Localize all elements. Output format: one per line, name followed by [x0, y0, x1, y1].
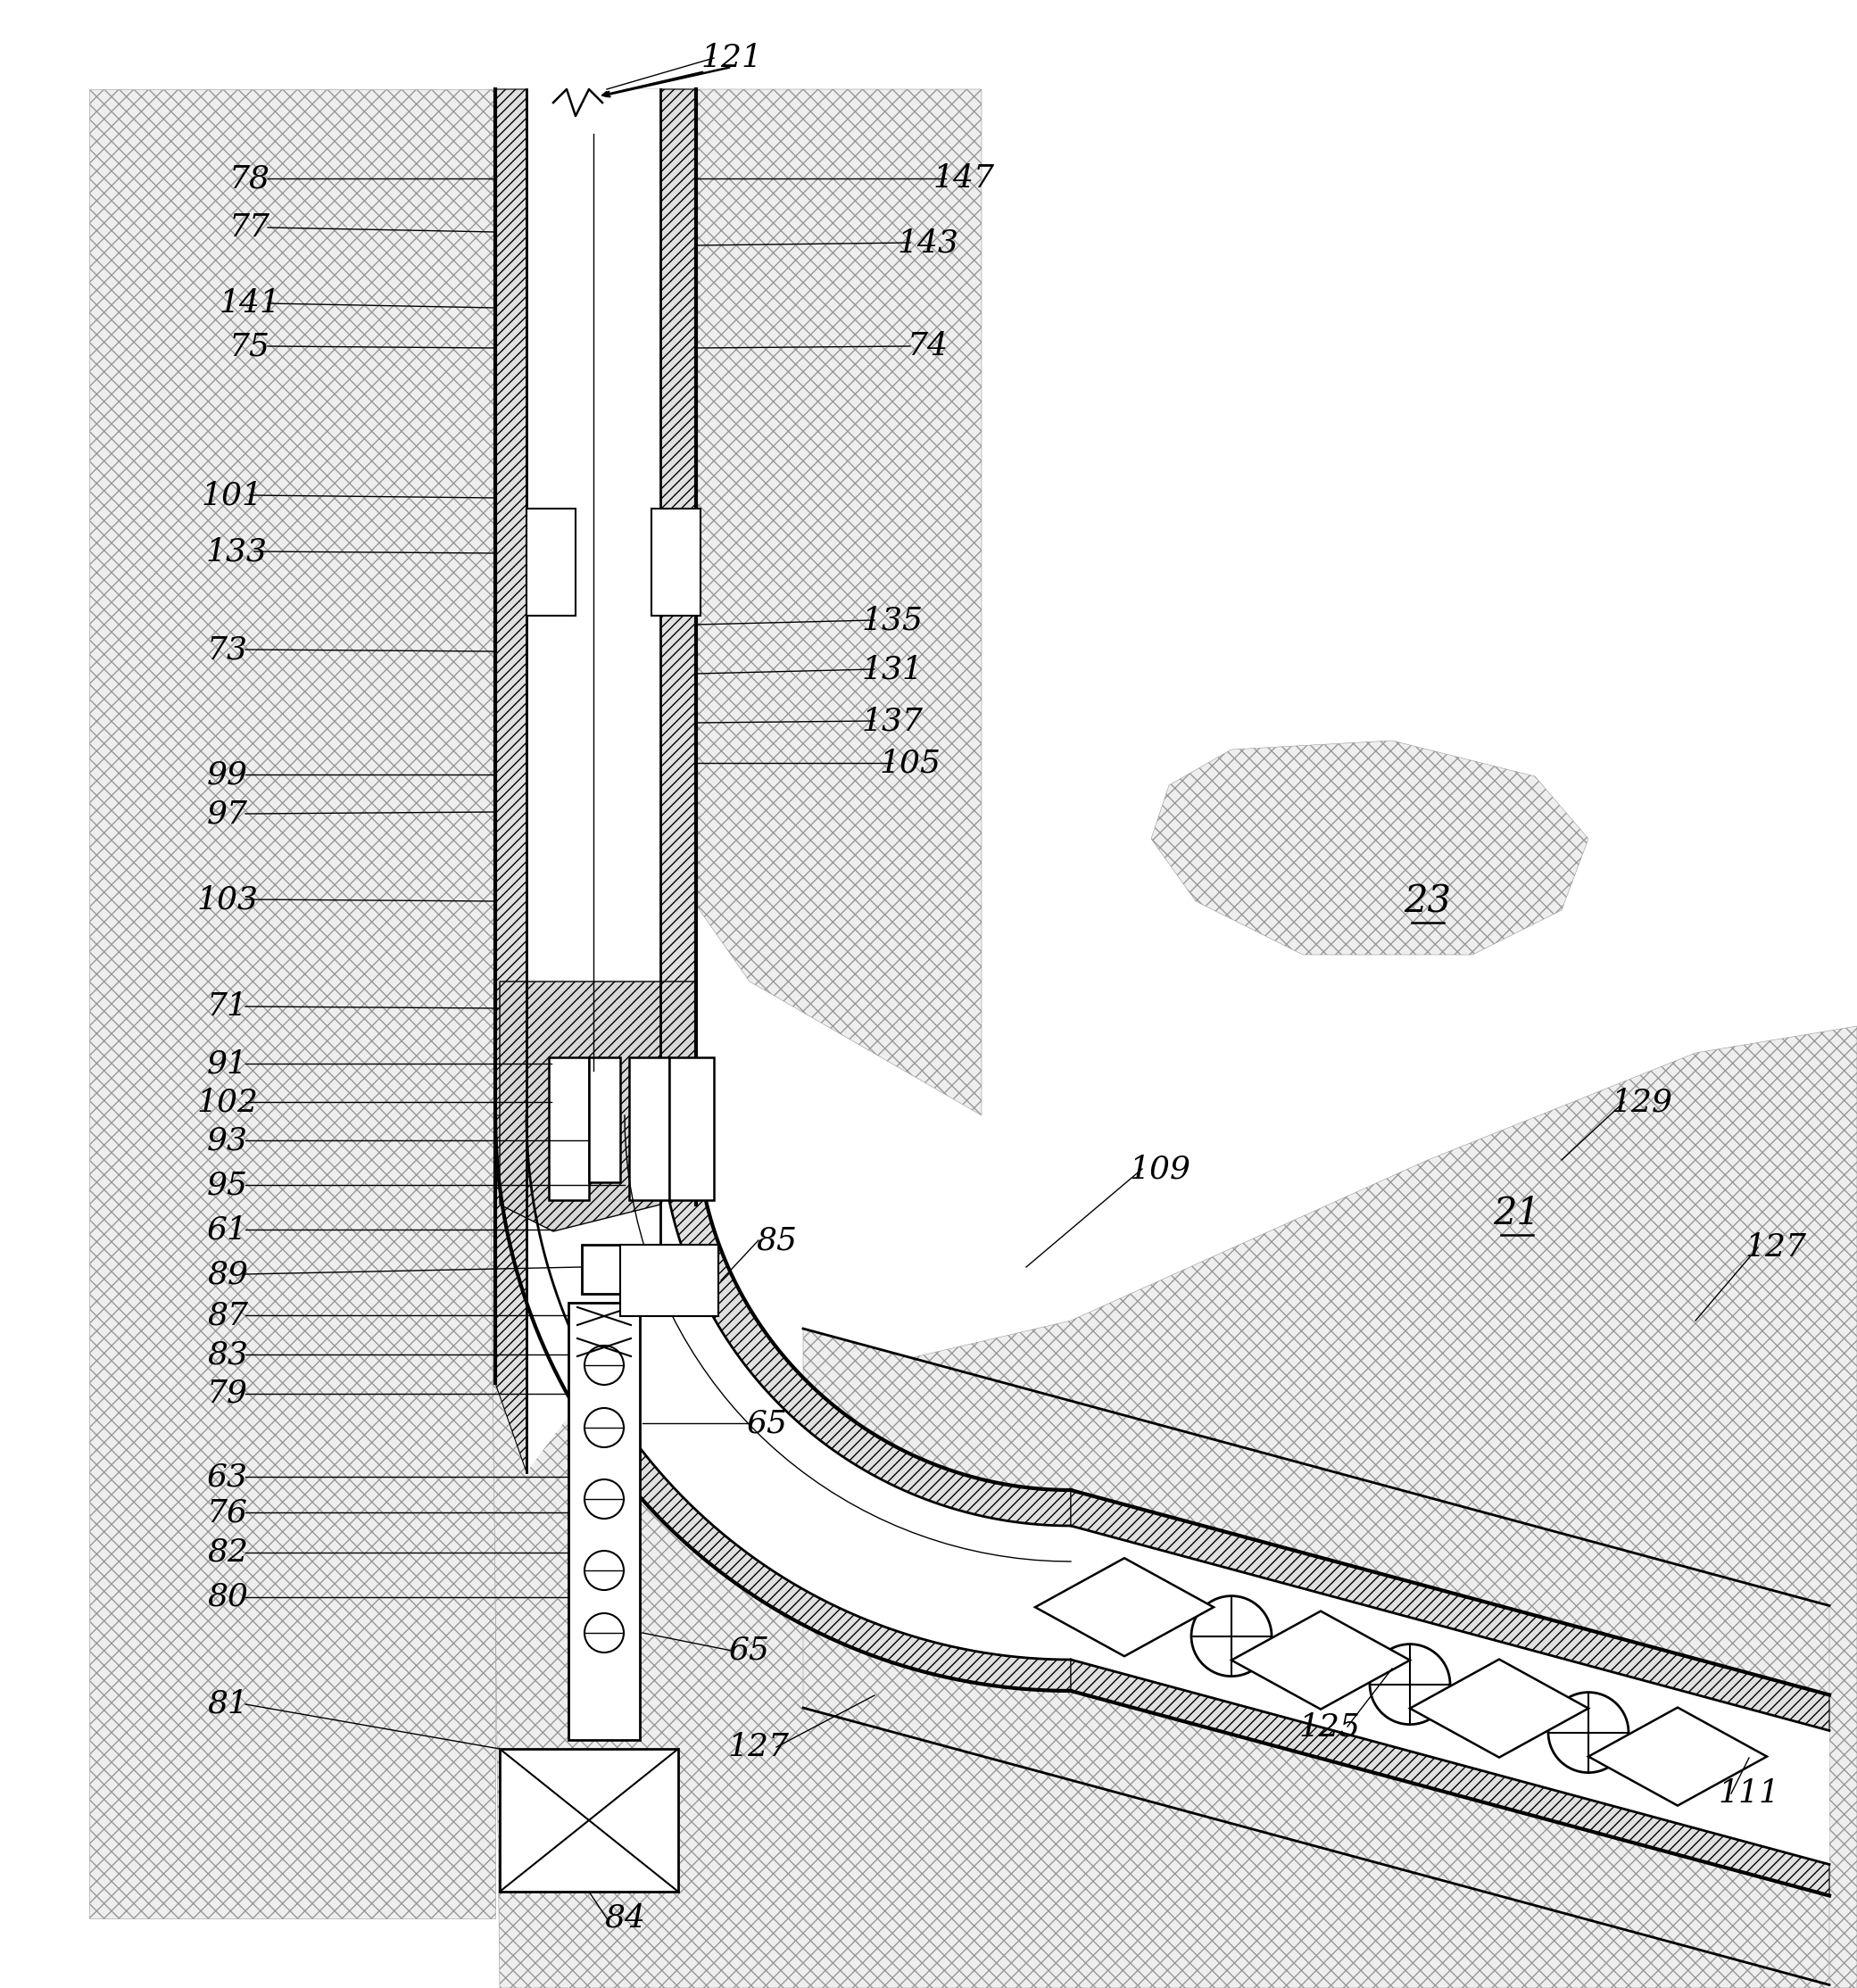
Text: 137: 137 — [862, 706, 923, 736]
Bar — [581, 1244, 626, 1294]
Text: 76: 76 — [206, 1497, 249, 1527]
Text: 111: 111 — [1718, 1779, 1779, 1809]
Text: 97: 97 — [206, 799, 249, 829]
Text: 79: 79 — [206, 1378, 249, 1409]
Polygon shape — [661, 1115, 1071, 1527]
Polygon shape — [1034, 1559, 1214, 1656]
Text: 78: 78 — [228, 163, 271, 193]
Bar — [589, 1058, 620, 1183]
Polygon shape — [1588, 1708, 1766, 1805]
Text: 63: 63 — [206, 1461, 249, 1491]
Text: 141: 141 — [219, 288, 280, 318]
Bar — [568, 1302, 641, 1740]
Text: 23: 23 — [1404, 883, 1452, 920]
Bar — [527, 509, 576, 616]
Text: 81: 81 — [206, 1690, 249, 1720]
Polygon shape — [802, 1328, 1829, 1984]
Text: 147: 147 — [932, 163, 995, 193]
Text: 121: 121 — [700, 44, 763, 74]
Text: 83: 83 — [206, 1340, 249, 1370]
Text: 125: 125 — [1298, 1712, 1361, 1741]
Polygon shape — [527, 1115, 1071, 1660]
Text: 85: 85 — [756, 1225, 797, 1256]
Text: 103: 103 — [197, 885, 258, 914]
Text: 82: 82 — [206, 1537, 249, 1569]
Bar — [620, 1244, 719, 1316]
Bar — [630, 1058, 669, 1201]
Text: 101: 101 — [201, 479, 264, 511]
Polygon shape — [89, 89, 496, 1918]
Polygon shape — [624, 89, 982, 1115]
Polygon shape — [1071, 1527, 1829, 1865]
Polygon shape — [490, 1026, 1857, 1988]
Bar — [669, 1058, 713, 1201]
Bar — [550, 1058, 589, 1201]
Text: 99: 99 — [206, 759, 249, 789]
Text: 84: 84 — [604, 1903, 644, 1934]
Text: 65: 65 — [730, 1636, 771, 1666]
Text: 65: 65 — [747, 1408, 787, 1439]
Polygon shape — [496, 89, 527, 1473]
Text: 89: 89 — [206, 1258, 249, 1290]
Bar — [652, 509, 700, 616]
Text: 95: 95 — [206, 1169, 249, 1201]
Text: 77: 77 — [228, 213, 271, 243]
Text: 131: 131 — [862, 654, 923, 684]
Polygon shape — [1071, 1660, 1829, 1897]
Text: 61: 61 — [206, 1215, 249, 1244]
Polygon shape — [496, 1115, 1071, 1692]
Text: 80: 80 — [206, 1582, 249, 1612]
Text: 127: 127 — [728, 1732, 789, 1761]
Bar — [500, 1749, 678, 1893]
Text: 133: 133 — [206, 537, 267, 567]
Text: 109: 109 — [1129, 1153, 1190, 1185]
Text: 87: 87 — [206, 1300, 249, 1330]
Text: 135: 135 — [862, 604, 923, 636]
Polygon shape — [1231, 1610, 1409, 1710]
Text: 102: 102 — [197, 1087, 258, 1117]
Polygon shape — [661, 89, 696, 1294]
Text: 73: 73 — [206, 634, 249, 664]
Polygon shape — [1409, 1660, 1588, 1757]
Text: 143: 143 — [897, 227, 958, 258]
Text: 127: 127 — [1746, 1233, 1807, 1262]
Text: 75: 75 — [228, 332, 271, 362]
Polygon shape — [527, 89, 661, 1473]
Text: 129: 129 — [1612, 1087, 1673, 1117]
Text: 21: 21 — [1493, 1195, 1541, 1233]
Text: 74: 74 — [908, 332, 949, 362]
Text: 91: 91 — [206, 1048, 249, 1079]
Polygon shape — [500, 982, 696, 1231]
Polygon shape — [1071, 1491, 1829, 1732]
Text: 105: 105 — [880, 747, 941, 777]
Text: 93: 93 — [206, 1125, 249, 1155]
Polygon shape — [1151, 742, 1588, 954]
Text: 71: 71 — [206, 992, 249, 1022]
